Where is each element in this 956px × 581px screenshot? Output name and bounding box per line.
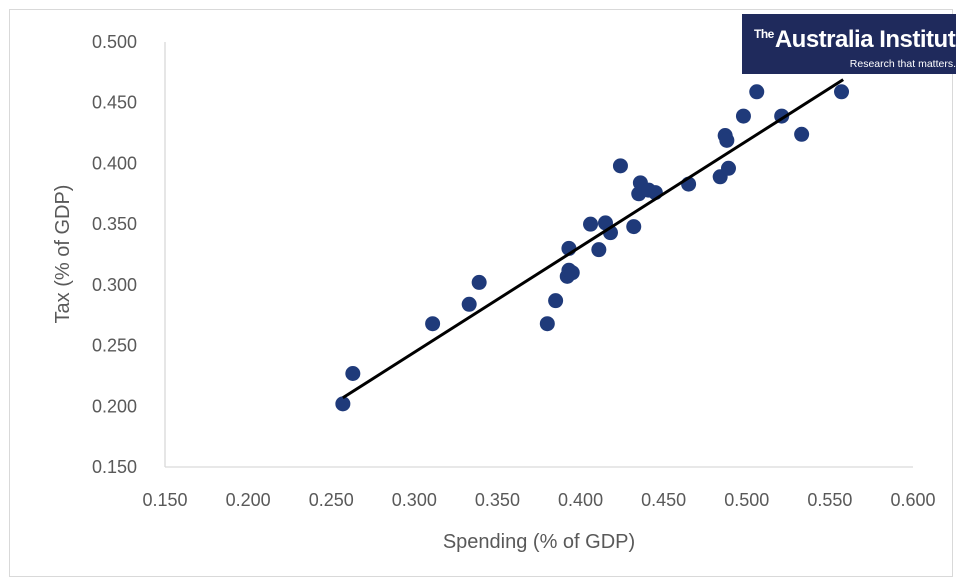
data-point xyxy=(425,316,441,332)
y-tick-label: 0.300 xyxy=(92,275,137,295)
data-point xyxy=(834,84,850,100)
data-point xyxy=(794,126,810,142)
y-tick-label: 0.150 xyxy=(92,457,137,477)
x-tick-labels: 0.150 0.200 0.250 0.300 0.350 0.400 0.450 0.500… xyxy=(142,490,935,510)
logo-name: Australia Institute xyxy=(774,26,956,53)
data-point xyxy=(591,242,607,258)
data-point xyxy=(471,274,487,290)
logo-wordmark: TheAustralia Institute xyxy=(754,26,956,54)
y-tick-label: 0.500 xyxy=(92,32,137,52)
x-tick-label: 0.450 xyxy=(641,490,686,510)
y-tick-label: 0.250 xyxy=(92,336,137,356)
data-point xyxy=(461,296,477,312)
logo-prefix: The xyxy=(754,27,774,41)
data-point xyxy=(749,84,765,100)
data-point xyxy=(564,265,580,281)
x-tick-label: 0.600 xyxy=(890,490,935,510)
data-point xyxy=(335,396,351,412)
data-point xyxy=(539,316,555,332)
y-tick-label: 0.450 xyxy=(92,93,137,113)
y-tick-label: 0.200 xyxy=(92,396,137,416)
x-tick-label: 0.400 xyxy=(558,490,603,510)
data-point xyxy=(548,293,564,309)
x-tick-label: 0.500 xyxy=(724,490,769,510)
x-tick-label: 0.200 xyxy=(226,490,271,510)
x-tick-label: 0.300 xyxy=(392,490,437,510)
y-tick-label: 0.400 xyxy=(92,153,137,173)
x-tick-label: 0.250 xyxy=(309,490,354,510)
y-tick-labels: 0.150 0.200 0.250 0.300 0.350 0.400 0.450 0.500 xyxy=(92,32,137,477)
y-axis-title: Tax (% of GDP) xyxy=(52,185,74,324)
data-point xyxy=(735,108,751,124)
x-axis-title: Spending (% of GDP) xyxy=(443,531,635,553)
x-tick-label: 0.350 xyxy=(475,490,520,510)
chart-frame xyxy=(9,9,953,577)
data-points xyxy=(335,84,850,412)
data-point xyxy=(345,366,361,381)
x-tick-label: 0.550 xyxy=(807,490,852,510)
australia-institute-logo: TheAustralia Institute Research that mat… xyxy=(742,14,956,74)
y-tick-label: 0.350 xyxy=(92,214,137,234)
data-point xyxy=(626,219,642,235)
data-point xyxy=(583,216,599,232)
data-point xyxy=(720,160,736,176)
trendline xyxy=(342,78,844,400)
logo-tagline: Research that matters. xyxy=(849,58,956,70)
data-point xyxy=(612,158,628,174)
x-tick-label: 0.150 xyxy=(142,490,187,510)
data-point xyxy=(719,132,735,148)
